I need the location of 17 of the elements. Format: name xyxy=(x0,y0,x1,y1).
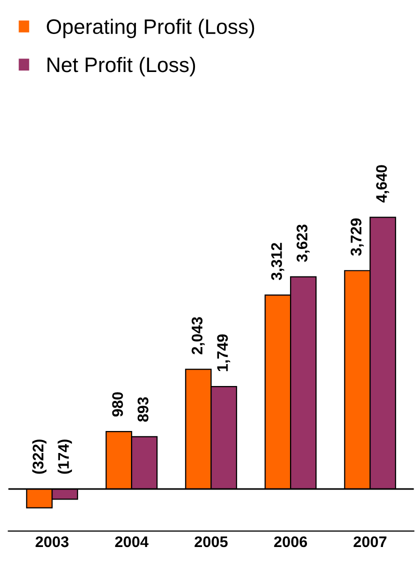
data-label: 980 xyxy=(112,392,123,417)
x-tick-label: 2007 xyxy=(354,536,386,548)
x-tick-label: 2005 xyxy=(194,536,228,548)
data-label: 3,312 xyxy=(271,242,284,280)
data-label: (322) xyxy=(32,440,46,474)
x-tick-label: 2003 xyxy=(36,536,69,548)
data-label: 4,640 xyxy=(376,165,390,203)
data-label: (174) xyxy=(58,440,72,474)
data-label: 3,729 xyxy=(350,218,364,256)
data-label: 1,749 xyxy=(217,334,230,372)
legend-label: Net Profit (Loss) xyxy=(48,56,196,76)
data-label: 893 xyxy=(138,397,148,422)
legend-label: Operating Profit (Loss) xyxy=(46,18,254,38)
x-tick-label: 2006 xyxy=(274,536,308,548)
data-label: 2,043 xyxy=(192,317,205,354)
x-tick-label: 2004 xyxy=(115,536,148,548)
data-label: 3,623 xyxy=(296,224,310,262)
